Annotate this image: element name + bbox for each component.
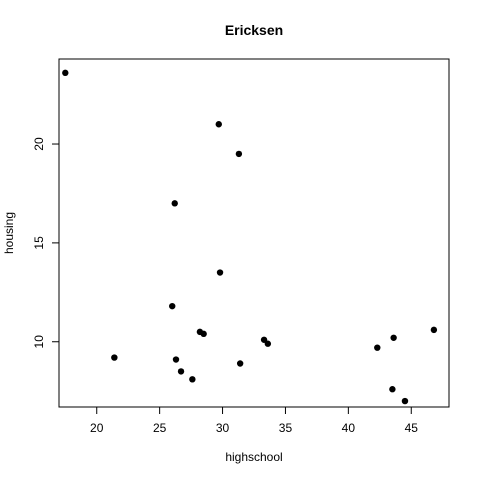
data-point [200,330,207,338]
data-point [111,354,118,361]
data-point [177,368,185,375]
x-tick-label: 35 [279,421,293,435]
data-point [260,336,268,343]
data-point [374,344,381,351]
x-tick-label: 45 [405,421,419,435]
y-tick-label: 10 [32,335,46,349]
x-tick-label: 20 [90,421,104,435]
data-point [235,150,243,158]
y-tick-label: 20 [32,137,46,151]
x-axis: 20 25 30 35 40 45 [90,407,418,435]
data-point [189,376,196,383]
data-point [216,269,224,276]
plot-frame [58,58,450,408]
data-point [236,360,244,367]
x-axis-label: highschool [225,450,282,464]
y-tick-label: 15 [32,236,46,250]
data-point [62,69,69,77]
chart-title: Ericksen [225,22,283,38]
data-point [390,334,397,341]
data-point [171,200,178,207]
data-point [401,397,409,405]
data-points [62,69,438,405]
y-axis: 10 15 20 [32,137,59,348]
x-tick-label: 40 [342,421,356,435]
data-point [169,302,176,310]
x-tick-label: 25 [153,421,167,435]
data-point [172,356,180,363]
data-point [215,121,222,128]
data-point [389,386,396,393]
y-axis-label: housing [2,212,16,254]
x-tick-label: 30 [216,421,230,435]
data-point [264,340,272,347]
data-point [430,326,438,334]
